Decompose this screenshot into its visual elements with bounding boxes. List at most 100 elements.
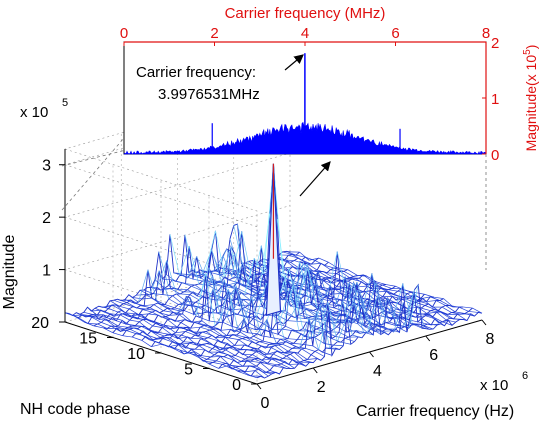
surface-column [421, 307, 431, 312]
surface-column [271, 358, 282, 365]
surface-column [254, 312, 265, 316]
surface-column [250, 287, 261, 301]
surface-column [175, 343, 186, 349]
surface-column [224, 253, 235, 278]
surface-column [378, 286, 389, 290]
surface-column [296, 320, 307, 323]
surface-column [379, 300, 390, 323]
surface-column [282, 343, 293, 349]
surface-column [190, 337, 201, 340]
surface-column [238, 339, 249, 347]
surface-column [189, 294, 200, 301]
surface-column [198, 335, 209, 339]
x-tick [481, 319, 487, 326]
surface-column [388, 289, 398, 292]
surface-column [232, 262, 243, 289]
surface-column [276, 341, 287, 344]
surface-column [199, 317, 210, 322]
surface-column [209, 342, 221, 351]
x-tick-label: 6 [429, 347, 438, 364]
surface-column [317, 271, 328, 297]
surface-column [282, 266, 293, 269]
surface-column [434, 308, 445, 314]
surface-column [346, 330, 357, 333]
surface-column [248, 345, 258, 350]
surface-column [246, 349, 257, 353]
x-exponent: x 10 6 [480, 370, 528, 394]
surface-column [351, 305, 362, 324]
surface-column [275, 357, 286, 362]
surface-column [79, 313, 90, 316]
surface-column [238, 288, 249, 294]
surface-column [194, 334, 205, 340]
surface-column [303, 262, 314, 304]
surface-column [206, 358, 217, 362]
surface-column [187, 305, 198, 308]
surface-column [129, 308, 139, 316]
surface-column [392, 296, 402, 300]
surface-column [114, 325, 125, 330]
surface-column [292, 280, 303, 314]
surface-column [282, 358, 293, 360]
surface-column [134, 313, 145, 319]
surface-column [144, 304, 154, 307]
surface-column [202, 344, 213, 349]
surface-column [319, 327, 330, 333]
surface-column [147, 334, 157, 339]
surface-column [397, 326, 408, 333]
surface-column [169, 314, 179, 316]
surface-column [162, 294, 173, 297]
surface-column [228, 269, 239, 275]
surface-column [331, 301, 342, 307]
surface-column [188, 245, 200, 285]
surface-column [193, 312, 204, 315]
inset-x-tick-label: 6 [391, 25, 399, 42]
inset-y-tick-label: 2 [491, 35, 499, 52]
surface-column [144, 318, 155, 322]
surface-column [137, 328, 148, 336]
surface-column [171, 318, 182, 323]
surface-column [442, 321, 453, 326]
surface-column [222, 255, 233, 279]
surface-column [208, 284, 219, 292]
surface-column [82, 314, 92, 318]
surface-column [137, 318, 147, 320]
surface-column [156, 260, 168, 288]
surface-column [314, 351, 325, 357]
surface-column [278, 344, 289, 352]
surface-column [426, 311, 437, 314]
surface-column [193, 351, 204, 362]
surface-column [95, 315, 106, 320]
surface-column [159, 312, 170, 316]
surface-column [214, 279, 225, 311]
surface-column [290, 354, 301, 363]
z-exponent: x 10 5 [20, 97, 68, 121]
inset-spectrum [123, 53, 487, 155]
surface-column [152, 325, 163, 328]
surface-column [179, 342, 190, 345]
surface-column [385, 284, 396, 287]
surface-column [290, 298, 301, 317]
surface-column [320, 263, 331, 271]
inset-title: Carrier frequency (MHz) [225, 5, 386, 22]
surface-column [151, 343, 162, 348]
surface-column [176, 296, 187, 315]
surface-column [132, 336, 142, 341]
surface-column [451, 312, 462, 315]
surface-column [257, 348, 268, 355]
surface-column [341, 341, 351, 345]
surface-column [441, 306, 452, 313]
surface-column [210, 356, 221, 358]
surface-column [119, 314, 130, 321]
surface-column [186, 296, 197, 316]
surface-column [132, 297, 143, 300]
surface-column [286, 250, 296, 256]
surface-column [135, 325, 146, 328]
surface-column [440, 311, 451, 319]
surface-column [249, 322, 260, 329]
surface-column [295, 346, 306, 349]
surface-column [144, 326, 155, 333]
surface-column [251, 245, 262, 287]
surface-column [366, 282, 377, 313]
surface-column [207, 324, 218, 329]
